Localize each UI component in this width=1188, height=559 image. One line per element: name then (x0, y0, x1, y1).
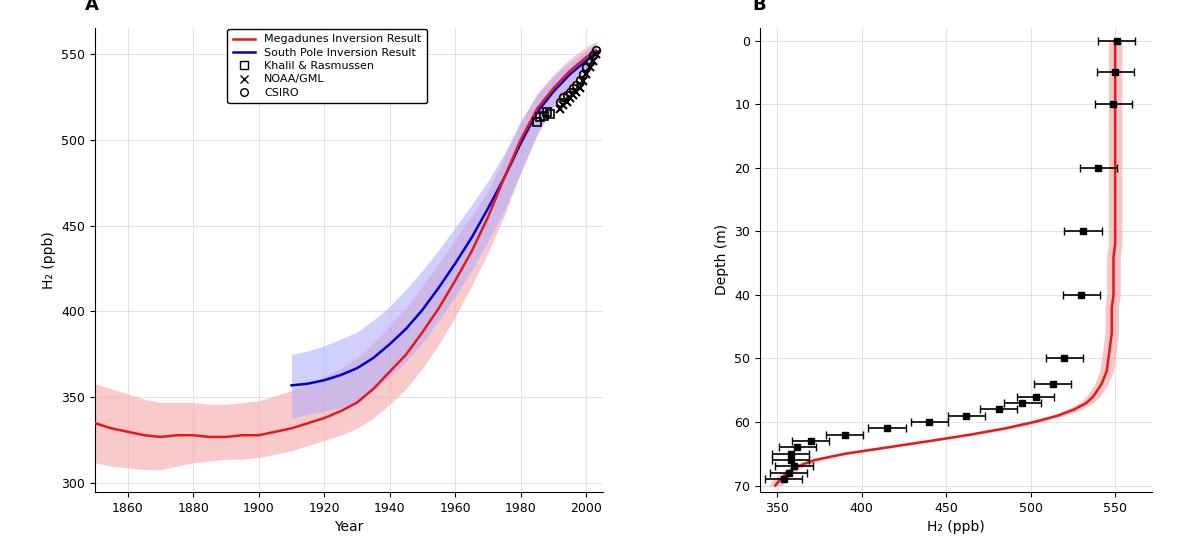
Legend: Megadunes Inversion Result, South Pole Inversion Result, Khalil & Rasmussen, NOA: Megadunes Inversion Result, South Pole I… (227, 29, 426, 103)
X-axis label: H₂ (ppb): H₂ (ppb) (928, 520, 985, 534)
Y-axis label: Depth (m): Depth (m) (715, 224, 729, 296)
Text: B: B (752, 0, 766, 14)
Y-axis label: H₂ (ppb): H₂ (ppb) (42, 231, 56, 289)
X-axis label: Year: Year (334, 520, 364, 534)
Text: A: A (84, 0, 99, 14)
